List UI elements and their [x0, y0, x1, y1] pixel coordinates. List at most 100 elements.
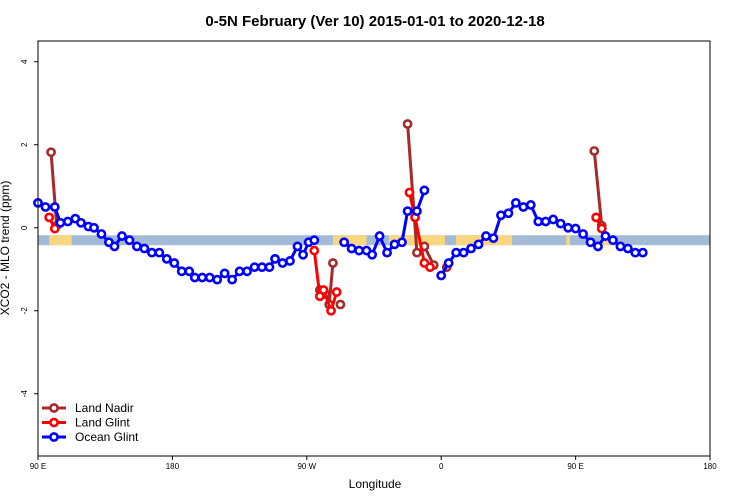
data-point	[55, 217, 66, 228]
series-land-glint	[44, 187, 607, 316]
legend-marker	[49, 403, 59, 413]
data-point	[40, 202, 51, 212]
legend-marker	[49, 432, 59, 442]
y-axis: -4 -2 0 2 4	[20, 59, 38, 397]
data-point	[219, 268, 230, 279]
data-point	[212, 274, 223, 285]
data-point	[309, 235, 320, 246]
data-point	[540, 216, 551, 227]
data-point	[412, 206, 422, 217]
data-point	[630, 247, 641, 258]
data-point	[458, 247, 469, 258]
land-band-segment	[49, 235, 72, 246]
y-tick-label: 2	[20, 142, 29, 147]
data-point	[326, 305, 336, 316]
data-point	[585, 237, 596, 248]
data-point	[402, 119, 413, 129]
data-point	[637, 247, 648, 258]
y-tick-label: 4	[20, 59, 29, 64]
data-point	[335, 299, 346, 310]
data-point	[510, 197, 521, 208]
x-tick-label: 90 E	[30, 462, 46, 471]
data-point	[89, 222, 99, 233]
y-tick-label: -2	[20, 307, 29, 315]
data-point	[548, 214, 559, 225]
data-point	[578, 229, 588, 239]
data-point	[176, 266, 187, 277]
data-point	[264, 262, 275, 273]
data-point	[481, 231, 491, 241]
x-axis: 90 E 180 90 W 0 90 E 180	[30, 456, 717, 471]
data-point	[367, 249, 378, 260]
data-point	[339, 237, 350, 248]
legend-label: Ocean Glint	[75, 430, 139, 444]
data-point	[46, 147, 56, 158]
data-point	[331, 287, 342, 297]
data-point	[292, 241, 303, 252]
data-point	[234, 266, 245, 277]
data-point	[132, 241, 142, 252]
data-point	[419, 185, 430, 196]
data-point	[555, 218, 566, 229]
data-point	[488, 233, 499, 244]
land-band-segment	[566, 235, 570, 246]
legend-item-land-nadir: Land Nadir	[42, 401, 134, 415]
data-point	[389, 239, 400, 250]
y-axis-title: XCO2 - MLO trend (ppm)	[0, 181, 12, 316]
data-point	[184, 266, 195, 277]
data-point	[227, 274, 238, 285]
data-point	[161, 253, 172, 264]
data-point	[169, 258, 180, 268]
data-point	[525, 200, 536, 210]
x-tick-label: 90 E	[567, 462, 583, 471]
data-point	[412, 247, 422, 258]
x-tick-label: 180	[703, 462, 717, 471]
data-point	[154, 247, 165, 258]
data-point	[109, 241, 120, 252]
data-point	[518, 202, 529, 212]
data-point	[257, 262, 267, 273]
x-tick-label: 0	[439, 462, 444, 471]
data-point	[49, 223, 60, 234]
data-point	[298, 249, 308, 260]
y-tick-label: 0	[20, 225, 29, 230]
data-point	[277, 258, 288, 268]
data-point	[117, 231, 127, 241]
chart-title: 0-5N February (Ver 10) 2015-01-01 to 202…	[205, 13, 544, 30]
data-point	[593, 241, 603, 252]
data-point	[608, 235, 618, 246]
data-point	[570, 223, 581, 234]
data-point	[328, 258, 338, 268]
data-point	[589, 146, 600, 156]
data-point	[44, 212, 55, 223]
series-ocean-glint	[33, 185, 648, 285]
series-line	[592, 150, 604, 226]
data-point	[591, 212, 602, 223]
data-point	[596, 223, 607, 234]
series-layer	[33, 119, 648, 316]
data-point	[466, 243, 476, 254]
data-point	[139, 243, 150, 254]
data-point	[615, 241, 626, 252]
x-axis-title: Longitude	[349, 477, 402, 491]
data-point	[346, 243, 357, 254]
data-point	[62, 216, 73, 227]
data-point	[318, 285, 329, 295]
data-point	[242, 266, 252, 277]
data-point	[402, 206, 413, 217]
legend-label: Land Glint	[75, 416, 130, 430]
legend-marker	[49, 417, 59, 428]
legend-item-ocean-glint: Ocean Glint	[42, 430, 139, 444]
data-point	[425, 262, 435, 273]
data-point	[436, 270, 447, 281]
data-point	[146, 247, 157, 258]
legend-item-land-glint: Land Glint	[42, 416, 130, 430]
data-point	[189, 272, 200, 283]
data-point	[204, 272, 215, 283]
data-point	[473, 239, 484, 250]
data-point	[374, 231, 385, 241]
data-point	[197, 272, 208, 283]
data-point	[600, 231, 611, 241]
